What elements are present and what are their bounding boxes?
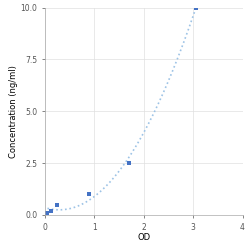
Y-axis label: Concentration (ng/ml): Concentration (ng/ml): [9, 65, 18, 158]
Point: [49, 209, 53, 213]
X-axis label: OD: OD: [137, 233, 150, 242]
Point: [55, 202, 59, 206]
Point: [88, 192, 92, 196]
Point: [194, 6, 198, 10]
Point: [46, 211, 50, 215]
Point: [127, 161, 131, 165]
